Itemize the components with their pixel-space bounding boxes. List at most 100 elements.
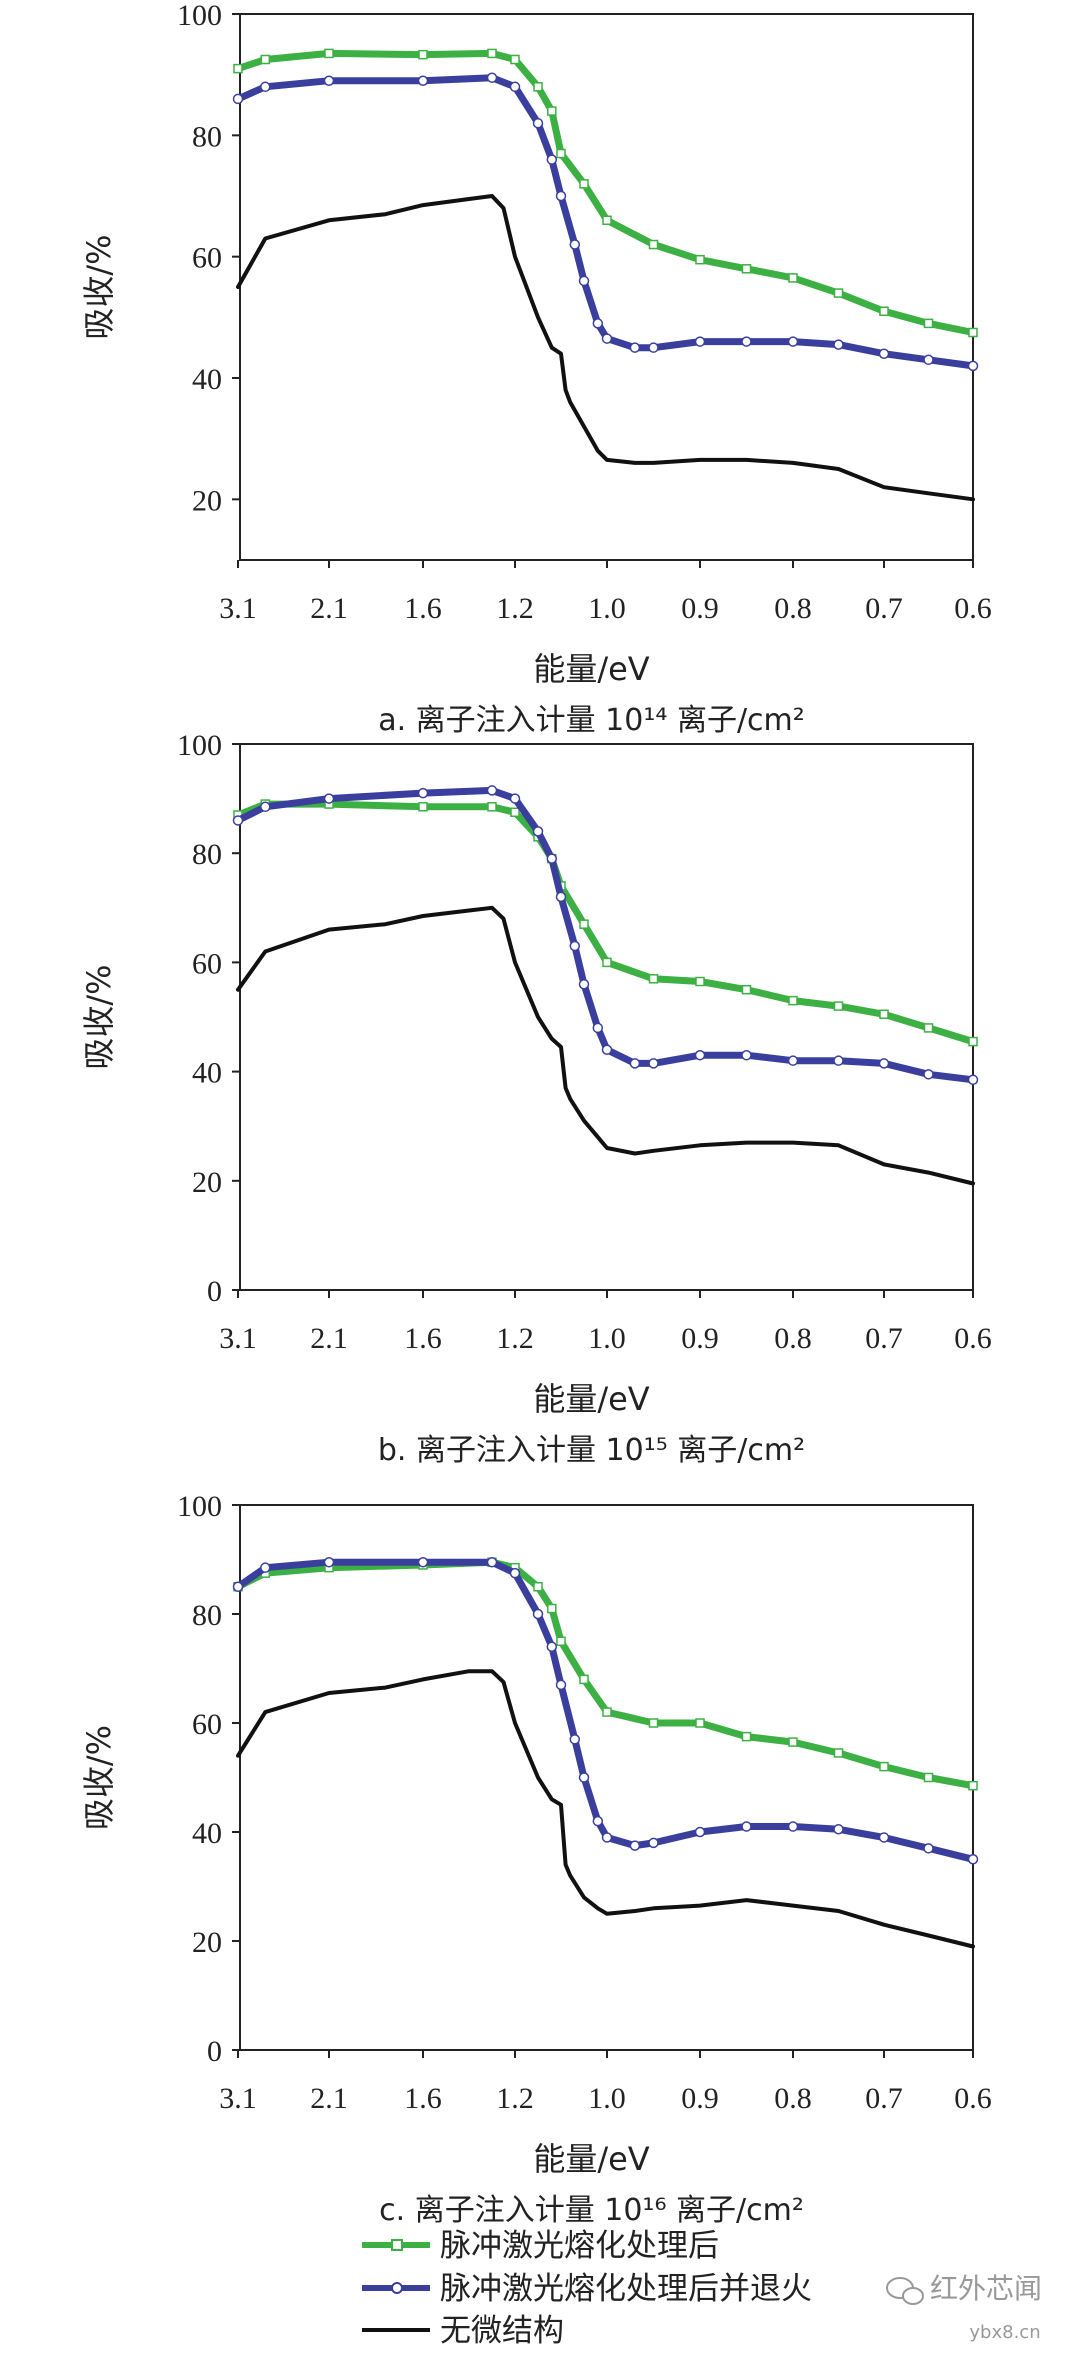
series-0 <box>233 799 978 1047</box>
data-point <box>694 1049 706 1061</box>
y-tick-label: 80 <box>192 1599 222 1632</box>
x-tick-label: 0.7 <box>865 1322 903 1355</box>
x-tick-label: 2.1 <box>310 1322 348 1355</box>
x-axis-label: 能量/eV <box>533 650 649 688</box>
data-point <box>417 75 429 86</box>
series-1 <box>232 72 979 372</box>
data-point <box>323 75 335 86</box>
data-point <box>260 81 271 93</box>
chart-panel-a: 20 40 60 80 100 3.1 2.1 1.6 1.2 1.0 0.9 0.8 0.7 0.6 吸收… <box>80 0 992 738</box>
data-point <box>695 976 705 987</box>
x-tick-label: 3.1 <box>219 2082 257 2115</box>
y-tick-label: 40 <box>192 363 222 396</box>
x-tick-label: 0.6 <box>954 592 992 625</box>
chart-panel-b: 0 20 40 60 80 100 3.1 2.1 1.6 1.2 1.0 0.9 0.8 0.7 0.6 吸… <box>80 729 992 1468</box>
watermark-site: ybx8.cn <box>969 2322 1040 2343</box>
x-tick-label: 2.1 <box>310 592 348 625</box>
data-point <box>323 1556 335 1568</box>
data-point <box>602 957 612 968</box>
data-point <box>578 1772 590 1783</box>
data-point <box>694 1826 706 1838</box>
data-point <box>533 1582 543 1592</box>
data-point <box>510 807 520 817</box>
series-line <box>234 786 977 1084</box>
data-point <box>923 318 934 329</box>
series-2 <box>236 194 975 502</box>
series-line <box>236 1669 975 1949</box>
data-point <box>967 1074 979 1086</box>
data-point <box>601 333 613 344</box>
data-point <box>629 1058 641 1069</box>
x-tick-label: 1.2 <box>496 1322 534 1355</box>
plot-frame <box>239 743 974 1291</box>
y-tick-label: 20 <box>192 1926 222 1959</box>
panel-caption: c. 离子注入计量 10¹⁶ 离子/cm² <box>379 2193 804 2228</box>
legend-item: 脉冲激光熔化处理后 <box>362 2228 719 2264</box>
x-tick-label: 1.0 <box>588 2082 626 2115</box>
y-tick-label: 60 <box>192 242 222 275</box>
data-point <box>569 239 581 250</box>
data-point <box>923 1843 934 1854</box>
data-point <box>648 239 659 250</box>
data-point <box>833 288 844 298</box>
data-point <box>648 342 659 353</box>
y-tick-label: 20 <box>192 484 222 517</box>
x-tick-label: 3.1 <box>219 592 257 625</box>
data-point <box>694 336 706 347</box>
y-tick-label: 100 <box>177 1490 222 1523</box>
data-point <box>879 1761 889 1772</box>
data-point <box>592 1815 604 1827</box>
data-point <box>648 1837 659 1849</box>
data-point <box>878 1058 890 1069</box>
series-line <box>234 74 977 370</box>
data-point <box>741 984 752 995</box>
data-point <box>601 1044 613 1056</box>
x-tick-label: 0.8 <box>774 2082 812 2115</box>
data-point <box>546 154 558 165</box>
data-point <box>648 974 659 984</box>
y-tick-label: 0 <box>207 1275 222 1308</box>
chart-panel-c: 0 20 40 60 80 100 3.1 2.1 1.6 1.2 1.0 0.9 0.8 0.7 0.6 吸… <box>80 1490 992 2228</box>
data-point <box>741 1731 752 1742</box>
data-point <box>923 1772 934 1783</box>
series-1 <box>232 785 979 1086</box>
x-axis-label: 能量/eV <box>533 2140 649 2178</box>
x-tick-label: 1.2 <box>496 592 534 625</box>
x-tick-label: 0.6 <box>954 1322 992 1355</box>
y-tick-label: 100 <box>177 729 222 762</box>
plot-frame <box>239 1504 974 2051</box>
data-point <box>629 342 641 353</box>
x-tick-label: 0.7 <box>865 2082 903 2115</box>
y-axis-label: 吸收/% <box>80 1725 118 1830</box>
data-point <box>260 1562 271 1573</box>
data-point <box>923 1023 934 1033</box>
legend-marker <box>391 2282 403 2294</box>
data-point <box>578 275 590 287</box>
data-point <box>833 1824 844 1835</box>
data-point <box>833 1748 844 1758</box>
data-point <box>923 1069 934 1080</box>
data-point <box>487 802 497 812</box>
data-point <box>532 117 544 129</box>
series-0 <box>233 48 978 338</box>
x-tick-label: 3.1 <box>219 1322 257 1355</box>
x-tick-label: 1.0 <box>588 592 626 625</box>
data-point <box>741 1821 752 1832</box>
data-point <box>787 336 799 347</box>
x-tick-label: 1.6 <box>404 1322 442 1355</box>
data-point <box>509 1567 521 1579</box>
data-point <box>233 63 243 74</box>
data-point <box>602 1707 612 1717</box>
data-point <box>741 264 752 274</box>
y-axis-label: 吸收/% <box>80 964 118 1069</box>
data-point <box>833 339 844 350</box>
data-point <box>879 306 889 317</box>
data-point <box>324 48 334 59</box>
data-point <box>556 1636 566 1646</box>
data-point <box>878 348 890 359</box>
data-point <box>833 1055 844 1066</box>
data-point <box>787 1055 799 1066</box>
series-2 <box>236 1669 975 1949</box>
